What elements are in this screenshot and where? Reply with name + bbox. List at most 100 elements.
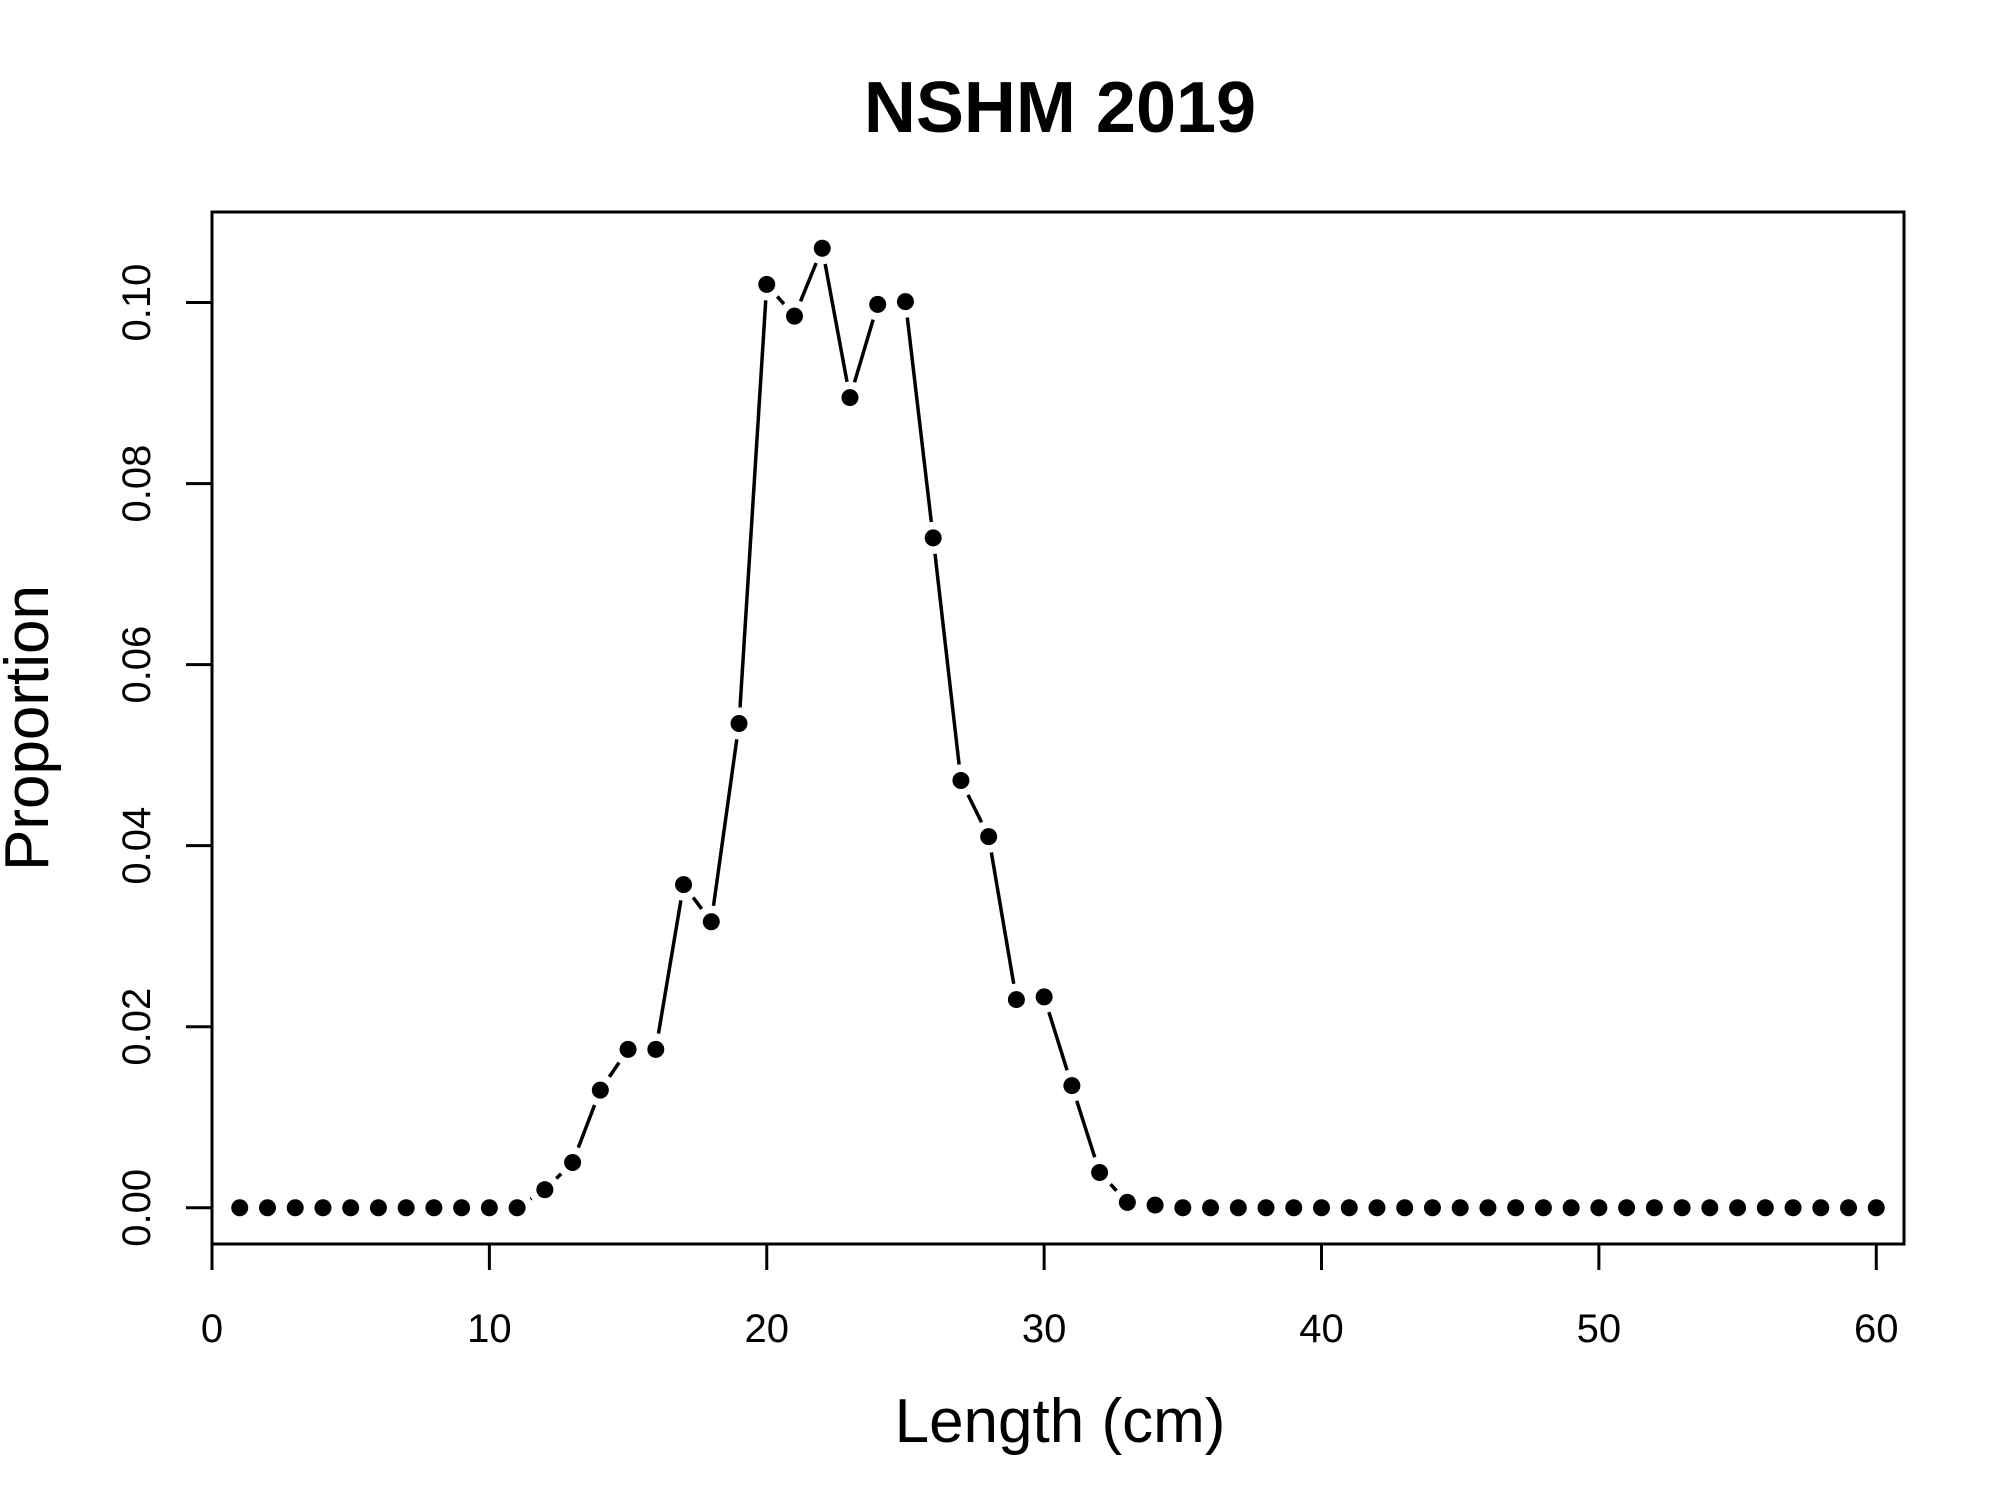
data-point — [1784, 1199, 1802, 1217]
data-point — [1756, 1199, 1774, 1217]
y-tick-label: 0.08 — [115, 445, 159, 523]
data-point — [1729, 1199, 1747, 1217]
y-tick-label: 0.10 — [115, 264, 159, 342]
x-tick-label: 50 — [1577, 1307, 1622, 1351]
x-tick-label: 10 — [467, 1307, 512, 1351]
series-segment — [823, 263, 849, 383]
data-point — [841, 389, 859, 407]
data-point — [1396, 1199, 1414, 1217]
data-point — [758, 275, 776, 293]
data-point — [1313, 1199, 1331, 1217]
data-point — [397, 1199, 415, 1217]
data-point — [231, 1199, 249, 1217]
x-axis: 0 10 20 30 40 50 60 — [201, 1242, 1899, 1351]
series-segment — [529, 1196, 533, 1201]
data-point — [619, 1040, 637, 1058]
series-segment — [933, 553, 961, 765]
data-point — [1091, 1163, 1109, 1181]
data-point — [1645, 1199, 1663, 1217]
data-point — [564, 1154, 582, 1172]
series-segment — [798, 262, 818, 302]
series-segment — [555, 1172, 563, 1180]
series-segment — [738, 300, 768, 708]
series-segment — [989, 852, 1016, 985]
series-segment — [691, 896, 704, 910]
data-point — [1285, 1199, 1303, 1217]
data-point — [924, 529, 942, 547]
data-point — [425, 1199, 443, 1217]
x-tick-label: 20 — [745, 1307, 790, 1351]
series-segment — [775, 295, 786, 306]
series-segment — [1109, 1183, 1118, 1192]
data-point — [980, 828, 998, 846]
x-axis-label: Length (cm) — [895, 1387, 1226, 1456]
data-point — [1618, 1199, 1636, 1217]
x-tick-label: 60 — [1854, 1307, 1899, 1351]
data-point — [1534, 1199, 1552, 1217]
chart-title: NSHM 2019 — [864, 68, 1256, 148]
data-point — [1174, 1199, 1192, 1217]
data-point — [342, 1199, 360, 1217]
series-segment — [656, 900, 683, 1034]
data-point — [813, 239, 831, 257]
data-point — [896, 293, 914, 311]
x-tick-label: 30 — [1022, 1307, 1067, 1351]
data-point — [480, 1199, 498, 1217]
data-point — [369, 1199, 387, 1217]
data-point — [952, 772, 970, 790]
series-line — [529, 262, 1118, 1201]
data-point — [591, 1081, 609, 1099]
data-point — [1340, 1199, 1358, 1217]
data-point — [1368, 1199, 1386, 1217]
y-tick-label: 0.04 — [115, 807, 159, 885]
series-segment — [711, 739, 739, 907]
data-point — [1035, 988, 1053, 1006]
data-point — [647, 1040, 665, 1058]
data-point — [1673, 1199, 1691, 1217]
y-tick-label: 0.00 — [115, 1169, 159, 1247]
data-point — [1479, 1199, 1497, 1217]
data-point — [1118, 1193, 1136, 1211]
data-point — [1007, 991, 1025, 1009]
x-tick-label: 0 — [201, 1307, 223, 1351]
data-point — [286, 1199, 304, 1217]
data-point — [536, 1181, 554, 1199]
series-segment — [966, 794, 984, 824]
data-point — [1202, 1199, 1220, 1217]
data-point — [1562, 1199, 1580, 1217]
data-point — [1507, 1199, 1525, 1217]
series-segment — [1047, 1011, 1069, 1071]
data-point — [258, 1199, 276, 1217]
plot-frame — [210, 210, 1906, 1246]
data-point — [453, 1199, 471, 1217]
data-point — [1867, 1199, 1885, 1217]
data-point — [1257, 1199, 1275, 1217]
data-point — [702, 913, 720, 931]
data-point — [730, 714, 748, 732]
series-segment — [607, 1061, 621, 1078]
data-point — [314, 1199, 332, 1217]
data-point — [1423, 1199, 1441, 1217]
series-segment — [576, 1104, 597, 1149]
data-point — [675, 876, 693, 894]
series-segment — [1075, 1100, 1097, 1158]
data-point — [1146, 1196, 1164, 1214]
data-point — [1812, 1199, 1830, 1217]
data-point — [1063, 1077, 1081, 1095]
y-tick-label: 0.06 — [115, 626, 159, 704]
x-tick-label: 40 — [1299, 1307, 1344, 1351]
series-points — [231, 239, 1885, 1217]
data-point — [1701, 1199, 1719, 1217]
y-axis: 0.00 0.02 0.04 0.06 0.08 0.10 — [115, 264, 214, 1247]
data-point — [1590, 1199, 1608, 1217]
series-segment — [905, 317, 934, 523]
data-point — [508, 1199, 526, 1217]
data-point — [785, 307, 803, 325]
data-point — [1451, 1199, 1469, 1217]
data-point — [869, 295, 887, 313]
series-segment — [852, 319, 875, 383]
data-point — [1229, 1199, 1247, 1217]
data-point — [1840, 1199, 1858, 1217]
y-tick-label: 0.02 — [115, 988, 159, 1066]
